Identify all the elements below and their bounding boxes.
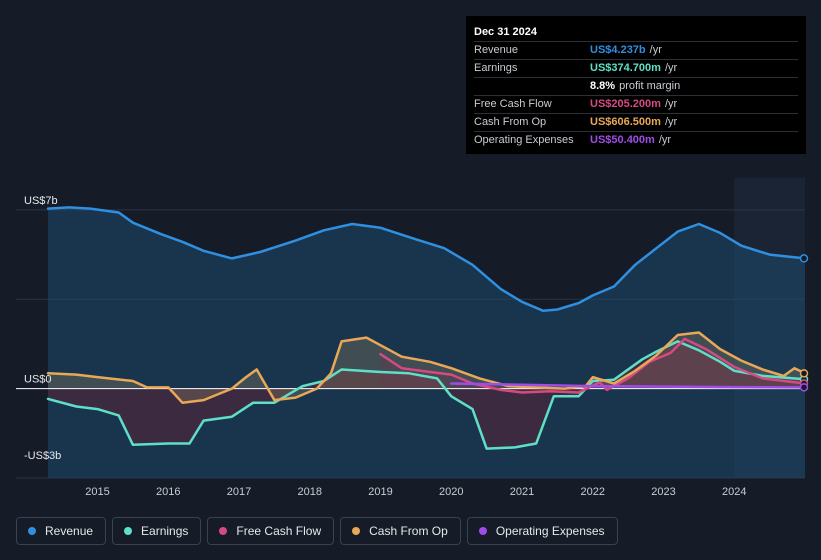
tooltip-row-label [474, 78, 590, 95]
x-tick-label: 2015 [85, 486, 109, 498]
tooltip-row: Operating Expenses US$50.400m/yr [474, 131, 798, 149]
legend-item-cash-from-op[interactable]: Cash From Op [340, 517, 461, 545]
tooltip-date: Dec 31 2024 [474, 26, 537, 38]
tooltip-row-value: US$606.500m [590, 116, 661, 128]
tooltip-row-unit: /yr [664, 116, 678, 128]
tooltip-row-label: Revenue [474, 44, 519, 56]
tooltip-row-unit: /yr [664, 62, 678, 74]
operating-expenses-endpoint [799, 383, 809, 392]
tooltip-row-value: US$50.400m [590, 134, 655, 146]
x-tick-label: 2023 [651, 486, 675, 498]
earnings-area [48, 341, 805, 449]
x-tick-label: 2016 [156, 486, 180, 498]
tooltip-row: Revenue US$4.237b/yr [474, 41, 798, 59]
tooltip-row-value: US$374.700m [590, 62, 661, 74]
tooltip-row-value: US$4.237b [590, 44, 646, 56]
legend-label: Operating Expenses [495, 524, 605, 538]
free-cash-flow-line [379, 337, 807, 394]
operating-expenses-line [450, 382, 807, 389]
x-tick-label: 2024 [722, 486, 746, 498]
legend-label: Earnings [141, 524, 189, 538]
tooltip-row: Cash From Op US$606.500m/yr [474, 113, 798, 131]
legend: Revenue Earnings Free Cash Flow Cash From O… [16, 517, 618, 545]
tooltip-row-unit: /yr [664, 98, 678, 110]
legend-label: Free Cash Flow [236, 524, 322, 538]
x-tick-label: 2017 [227, 486, 251, 498]
tooltip-panel: Dec 31 2024 Revenue US$4.237b/yr Earnings U… [466, 16, 806, 154]
tooltip-row-label: Cash From Op [474, 116, 547, 128]
legend-item-earnings[interactable]: Earnings [112, 517, 202, 545]
free-cash-flow-area [380, 338, 805, 393]
tooltip-row: Free Cash Flow US$205.200m/yr [474, 95, 798, 113]
tooltip-row: Earnings US$374.700m/yr [474, 59, 798, 77]
tooltip-row-unit: /yr [658, 134, 672, 146]
tooltip-row-value: 8.8% [590, 80, 616, 92]
y-tick-label: -US$3b [24, 450, 61, 462]
x-tick-label: 2018 [298, 486, 322, 498]
tooltip-row-value: US$205.200m [590, 98, 661, 110]
tooltip-row-label: Free Cash Flow [474, 98, 552, 110]
legend-item-free-cash-flow[interactable]: Free Cash Flow [207, 517, 335, 545]
revenue-line [46, 206, 807, 313]
x-tick-label: 2019 [368, 486, 392, 498]
legend-item-operating-expenses[interactable]: Operating Expenses [466, 517, 618, 545]
cash-from-op-endpoint [799, 369, 809, 378]
x-tick-label: 2022 [581, 486, 605, 498]
legend-dot-icon [352, 527, 361, 535]
tooltip-row-label: Operating Expenses [474, 134, 574, 146]
tooltip-row-unit: profit margin [619, 80, 681, 92]
cash-from-op-line [46, 331, 807, 404]
y-tick-label: US$0 [24, 374, 52, 386]
y-tick-label: US$7b [24, 195, 58, 207]
legend-label: Cash From Op [369, 524, 448, 538]
tooltip-row: 8.8% profit margin [474, 77, 798, 95]
legend-item-revenue[interactable]: Revenue [16, 517, 107, 545]
x-tick-label: 2021 [510, 486, 534, 498]
legend-label: Revenue [45, 524, 94, 538]
tooltip-row-label: Earnings [474, 62, 518, 74]
revenue-endpoint [799, 254, 809, 263]
x-tick-label: 2020 [439, 486, 463, 498]
tooltip-row-unit: /yr [649, 44, 662, 56]
legend-dot-icon [28, 527, 36, 535]
legend-dot-icon [478, 527, 487, 535]
legend-dot-icon [219, 527, 228, 535]
legend-dot-icon [124, 527, 133, 535]
